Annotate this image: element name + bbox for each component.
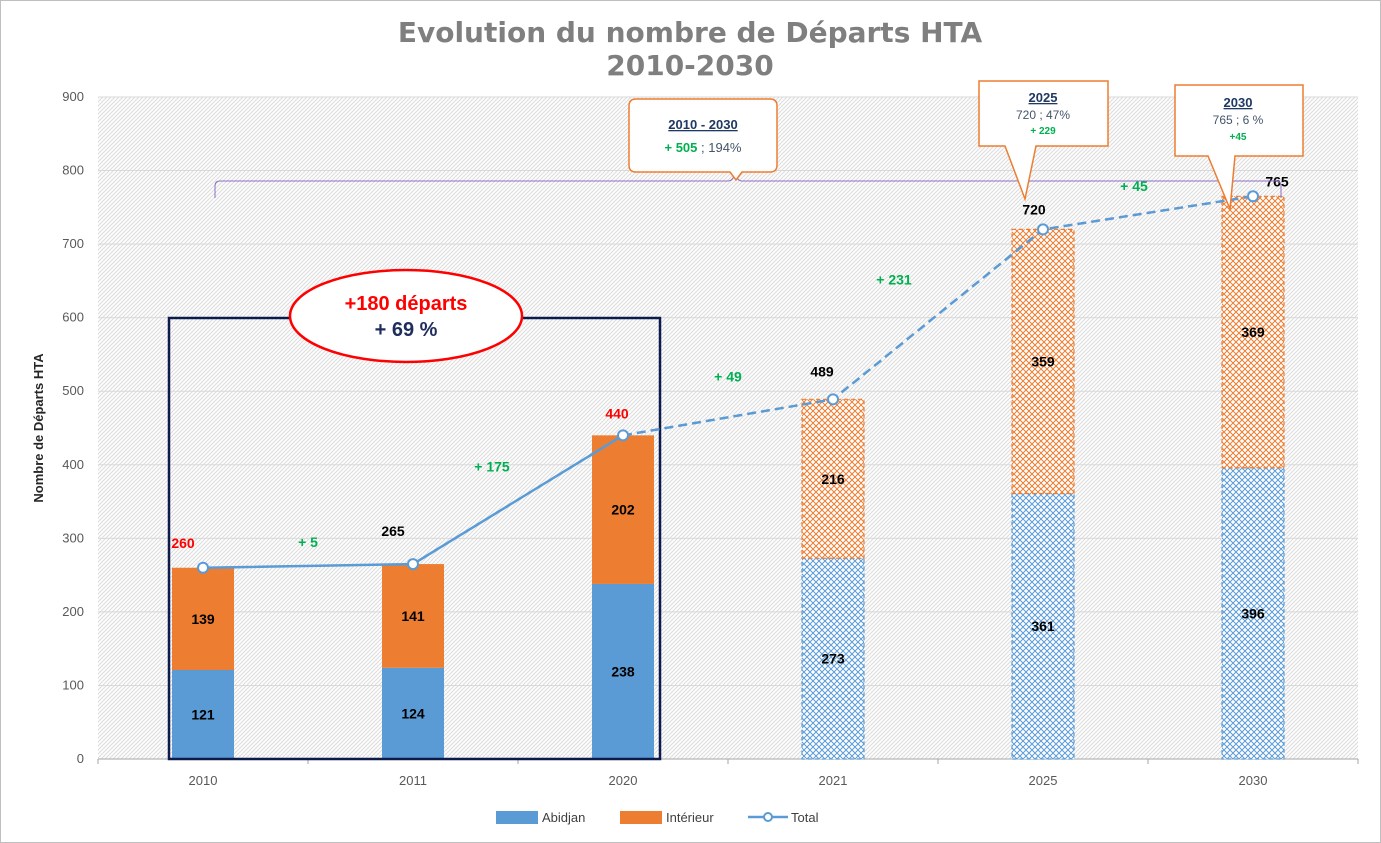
period-callout-title: 2010 - 2030 (668, 117, 737, 132)
chart-subtitle: 2010-2030 (606, 49, 773, 82)
increment-label: + 5 (298, 534, 318, 550)
bar-interieur-2010 (172, 567, 234, 670)
label-interieur-2010: 139 (191, 611, 215, 627)
bar-interieur-2030 (1221, 195, 1285, 469)
period-callout-text: + 505 ; 194% (665, 140, 742, 155)
y-tick-label: 300 (62, 530, 84, 545)
y-tick-label: 700 (62, 236, 84, 251)
increment-label: + 49 (714, 368, 742, 384)
label-interieur-2020: 202 (611, 502, 635, 518)
x-tick-label: 2010 (189, 773, 218, 788)
y-tick-label: 400 (62, 457, 84, 472)
label-abidjan-2025: 361 (1031, 618, 1055, 634)
label-total-2011: 265 (381, 523, 405, 539)
label-total-2021: 489 (810, 363, 834, 379)
highlight-callout: +180 départs + 69 % (288, 268, 524, 364)
plot-area (98, 97, 1358, 759)
highlight-line1: +180 départs (345, 293, 468, 315)
bar-interieur-2025 (1011, 228, 1075, 495)
total-marker-2020 (617, 429, 629, 442)
label-total-2010: 260 (171, 535, 195, 551)
y-tick-label: 0 (77, 751, 84, 766)
label-interieur-2030: 369 (1241, 324, 1265, 340)
data-labels: 121 139 124 141 238 202 273 216 361 359 396 369 260 2… (171, 173, 1289, 722)
label-interieur-2021: 216 (821, 471, 845, 487)
total-marker-2025 (1037, 223, 1049, 236)
label-interieur-2025: 359 (1031, 353, 1055, 369)
legend-swatch-interieur (620, 811, 662, 824)
x-axis: 2010 2011 2020 2021 2025 2030 (97, 759, 1359, 788)
label-abidjan-2030: 396 (1241, 605, 1265, 621)
legend-swatch-abidjan (496, 811, 538, 824)
increment-label: + 45 (1120, 178, 1148, 194)
bar-interieur-2020 (592, 435, 654, 584)
total-line-projected (622, 195, 1254, 437)
y-tick-label: 800 (62, 163, 84, 178)
y-tick-label: 500 (62, 383, 84, 398)
callout-2030-text: 765 ; 6 % (1213, 113, 1264, 127)
increment-label: + 231 (876, 271, 912, 287)
callout-2025-text: 720 ; 47% (1016, 108, 1070, 122)
bar-abidjan-2020 (592, 583, 654, 759)
y-tick-label: 600 (62, 310, 84, 325)
label-interieur-2011: 141 (401, 608, 425, 624)
increment-labels: + 5 + 175 + 49 + 231 + 45 (298, 178, 1148, 550)
bar-interieur-2021 (801, 398, 865, 559)
label-abidjan-2021: 273 (821, 651, 845, 667)
label-abidjan-2010: 121 (191, 706, 215, 722)
bar-abidjan-2011 (382, 667, 444, 759)
x-tick-label: 2011 (399, 773, 427, 788)
label-abidjan-2011: 124 (401, 705, 425, 721)
x-tick-label: 2025 (1029, 773, 1058, 788)
x-tick-label: 2021 (819, 773, 848, 788)
period-callout-rest: ; 194% (697, 140, 742, 155)
bar-abidjan-2025 (1011, 492, 1075, 760)
increment-label: + 175 (474, 459, 510, 475)
highlight-line2: + 69 % (375, 319, 438, 341)
label-abidjan-2020: 238 (611, 663, 635, 679)
y-axis-label: Nombre de Départs HTA (31, 353, 46, 503)
callout-2030: 2030 765 ; 6 % +45 (1174, 84, 1304, 210)
callout-2025-title: 2025 (1029, 90, 1058, 105)
callout-2025: 2025 720 ; 47% + 229 (978, 80, 1109, 202)
y-tick-label: 900 (62, 89, 84, 104)
legend: Abidjan Intérieur Total (496, 810, 819, 825)
label-total-2025: 720 (1022, 201, 1046, 217)
x-tick-label: 2020 (609, 773, 638, 788)
legend-label-abidjan: Abidjan (542, 810, 585, 825)
period-callout: 2010 - 2030 + 505 ; 194% (628, 98, 778, 182)
total-marker-2021 (827, 393, 839, 406)
y-axis: 0 100 200 300 400 500 600 700 800 900 (62, 89, 84, 766)
y-tick-label: 200 (62, 604, 84, 619)
label-total-2020: 440 (605, 405, 629, 421)
callout-2025-delta: + 229 (1030, 126, 1056, 137)
total-marker-2011 (407, 558, 419, 571)
total-marker-2030 (1247, 190, 1259, 203)
total-marker-2010 (197, 561, 209, 574)
bar-interieur-2011 (382, 564, 444, 668)
bars (172, 195, 1285, 760)
y-tick-label: 100 (62, 677, 84, 692)
period-callout-delta: + 505 (665, 140, 698, 155)
callout-2030-delta: +45 (1230, 132, 1247, 143)
total-line (197, 190, 1259, 574)
legend-label-interieur: Intérieur (666, 810, 714, 825)
bar-abidjan-2030 (1221, 467, 1285, 760)
legend-swatch-total-marker (763, 812, 773, 822)
x-tick-label: 2030 (1239, 773, 1268, 788)
chart-title: Evolution du nombre de Départs HTA (398, 16, 983, 49)
callout-2030-title: 2030 (1224, 95, 1253, 110)
legend-label-total: Total (791, 810, 819, 825)
bar-abidjan-2010 (172, 669, 234, 759)
